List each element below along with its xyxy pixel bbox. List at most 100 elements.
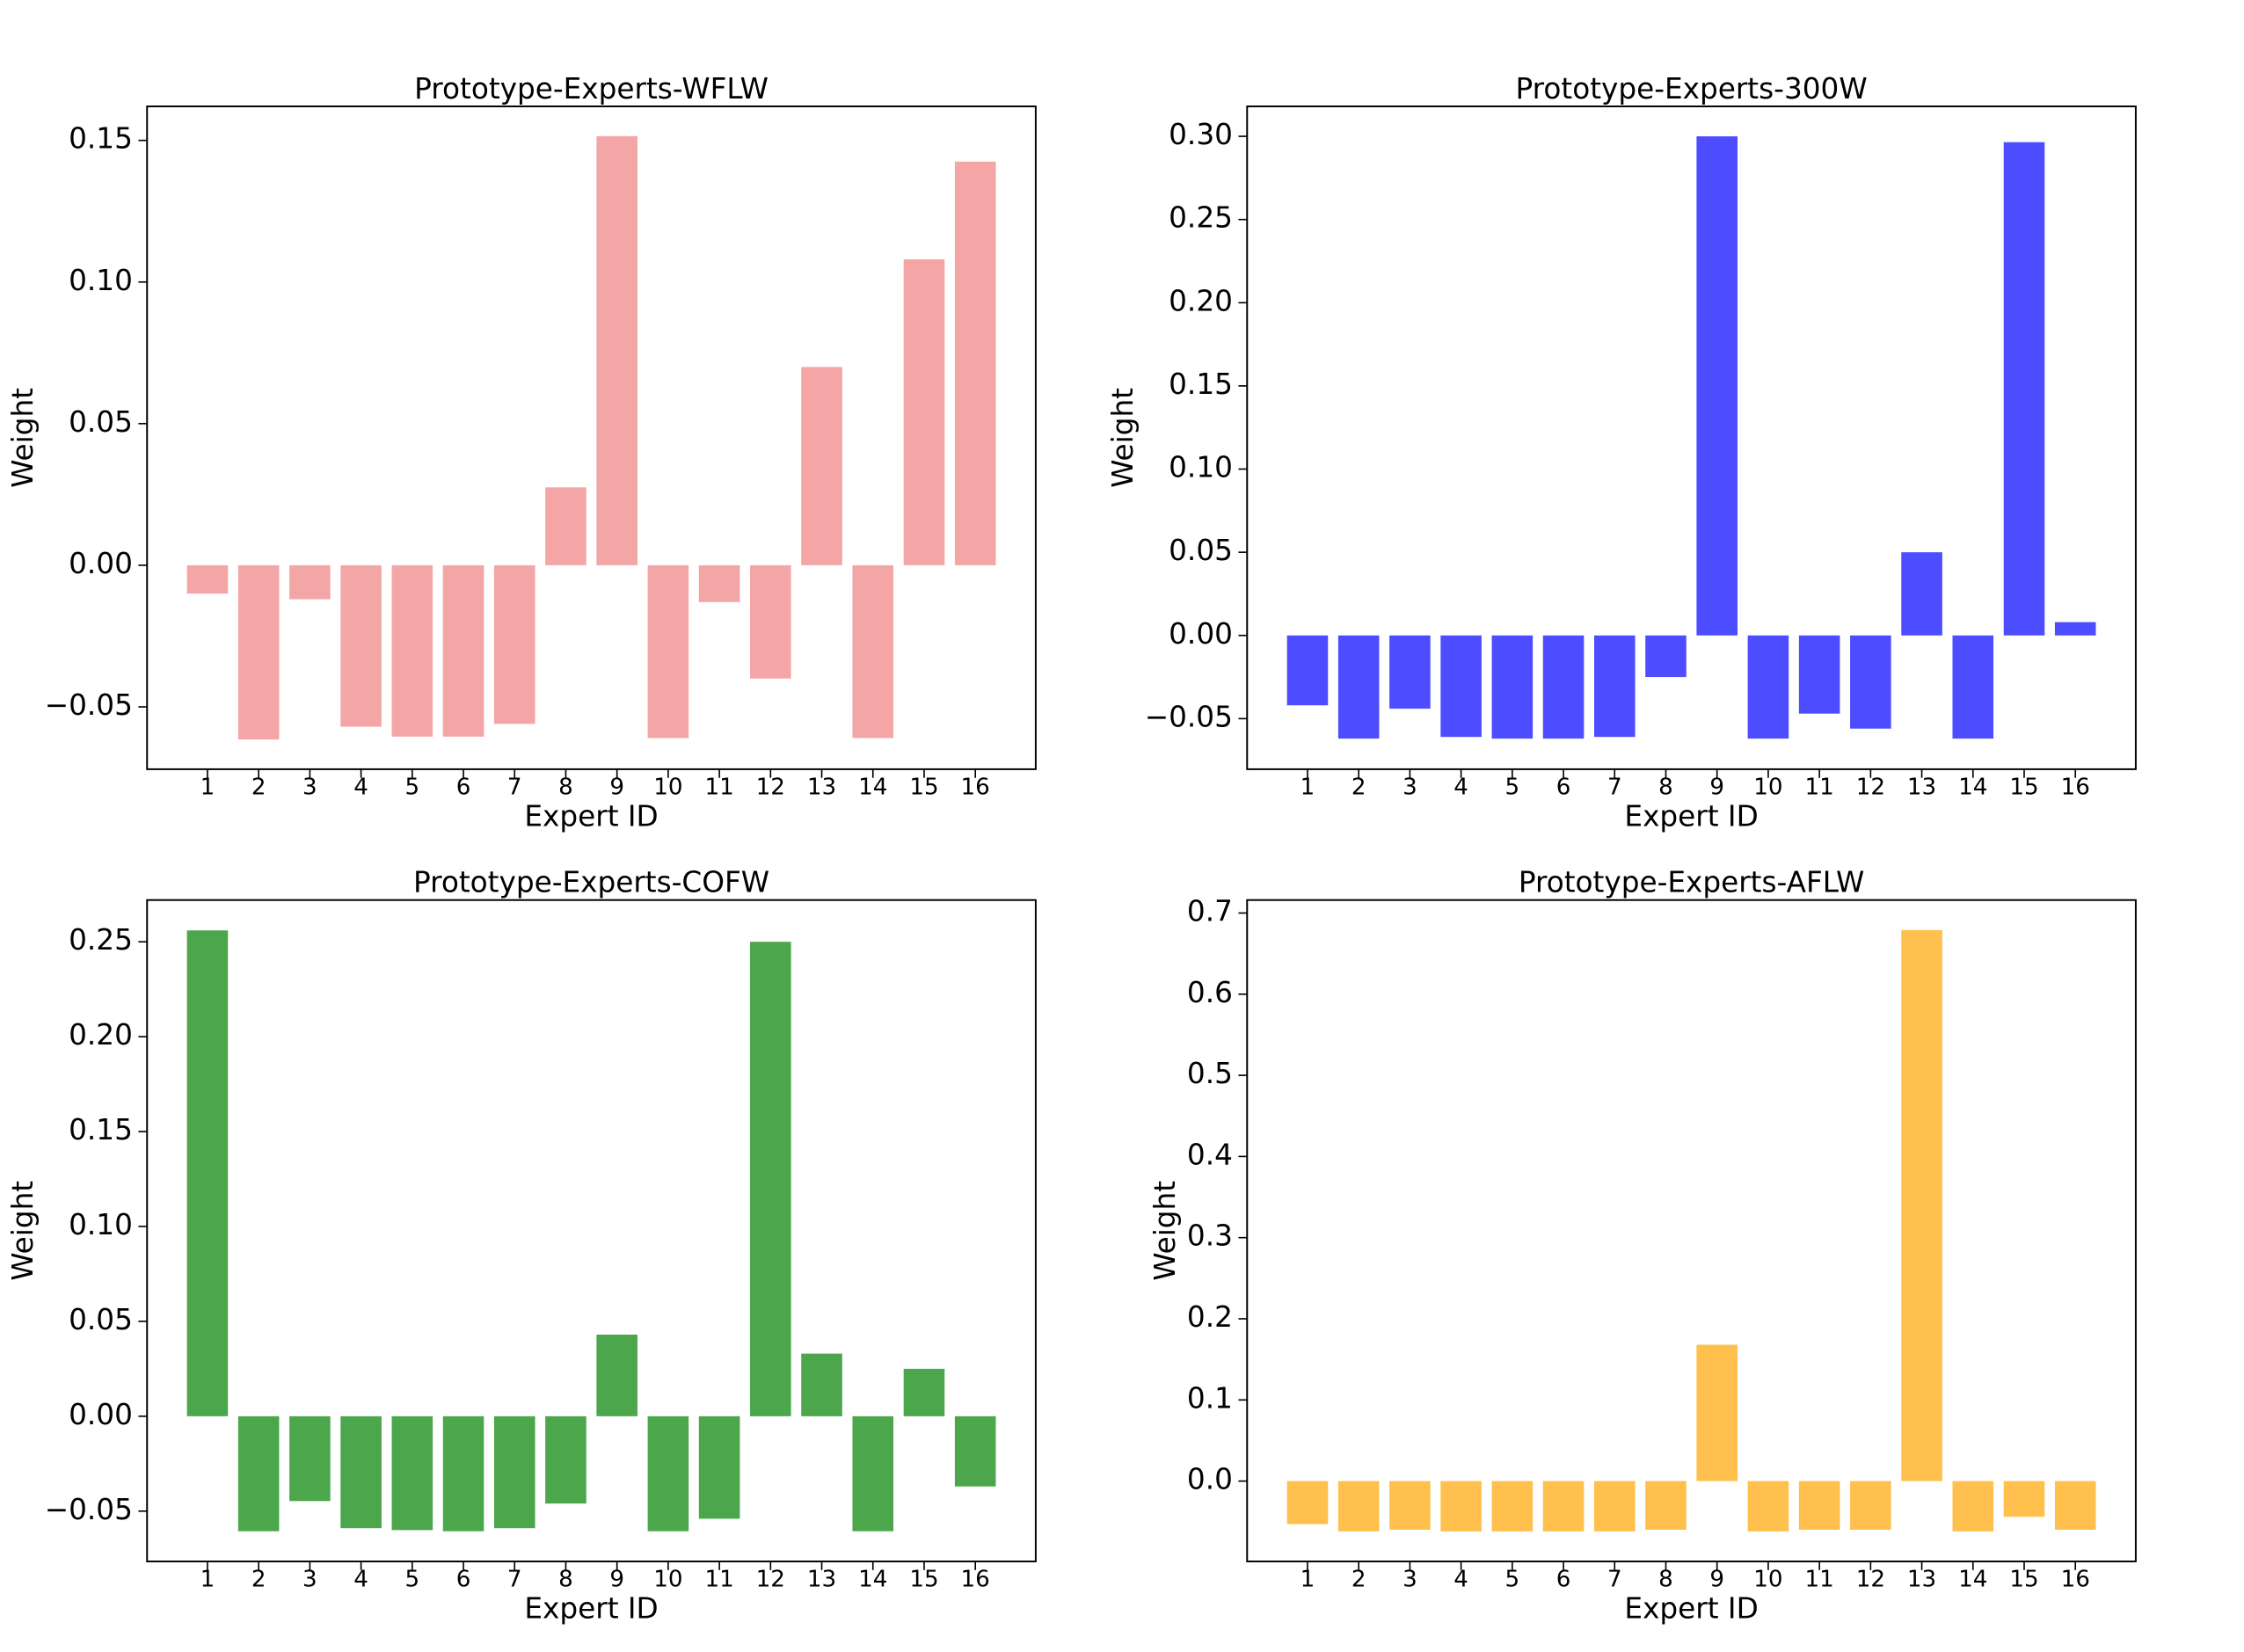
bar <box>493 564 536 724</box>
x-tick-label: 9 <box>1709 775 1724 801</box>
x-tick-label: 9 <box>609 775 624 801</box>
bar <box>237 564 280 740</box>
x-tick-label: 12 <box>1856 1567 1885 1593</box>
y-tick-label: 0.1 <box>1187 1381 1233 1415</box>
x-tick-label: 15 <box>909 775 938 801</box>
bar <box>1542 1481 1585 1532</box>
bar <box>1696 1344 1738 1481</box>
x-tick-label: 10 <box>653 1567 682 1593</box>
x-tick-label: 4 <box>1454 775 1468 801</box>
subplot: −0.050.000.050.100.150.200.250.301 2 3 4 5 6 7… <box>1106 72 2137 833</box>
x-tick-label: 5 <box>404 775 419 801</box>
bar <box>289 564 331 600</box>
bar <box>1593 635 1636 738</box>
bar <box>954 161 996 565</box>
x-tick-label: 4 <box>353 775 368 801</box>
y-tick-label: 0.20 <box>1169 284 1233 317</box>
bar <box>647 564 689 739</box>
y-tick-label: 0.3 <box>1187 1219 1233 1253</box>
bar <box>1901 929 1942 1481</box>
x-tick-label: 13 <box>807 775 836 801</box>
y-tick-label: 0.10 <box>69 264 133 297</box>
axes-frame <box>1246 106 2137 770</box>
y-axis-label: Weight <box>6 1181 40 1281</box>
x-tick-label: 9 <box>609 1567 624 1593</box>
x-axis-label: Expert ID <box>524 1592 658 1626</box>
bar <box>186 930 229 1416</box>
x-tick-label: 15 <box>2009 1567 2038 1593</box>
bar <box>852 1415 894 1532</box>
bar <box>1593 1481 1636 1532</box>
x-tick-label: 13 <box>1907 1567 1936 1593</box>
x-tick-label: 2 <box>251 1567 266 1593</box>
x-tick-label: 15 <box>909 1567 938 1593</box>
bar <box>545 1415 586 1504</box>
y-tick-label: 0.15 <box>69 122 133 156</box>
bar <box>1645 1481 1687 1530</box>
x-tick-label: 14 <box>1958 775 1987 801</box>
bar <box>750 942 791 1416</box>
bar <box>1798 635 1840 714</box>
y-tick-label: −0.05 <box>45 1493 133 1526</box>
x-tick-label: 1 <box>1300 775 1315 801</box>
bar <box>1491 1481 1534 1532</box>
chart-title: Prototype-Experts-WFLW <box>414 72 769 106</box>
y-tick-label: 0.00 <box>1169 617 1233 651</box>
bar <box>1286 635 1329 706</box>
x-tick-label: 2 <box>1352 775 1366 801</box>
x-tick-label: 9 <box>1709 1567 1724 1593</box>
x-tick-label: 14 <box>1958 1567 1987 1593</box>
bar <box>647 1415 689 1532</box>
bar <box>2054 1481 2096 1530</box>
bar <box>186 564 229 594</box>
subplot: −0.050.000.050.100.150.200.251 2 3 4 5 6 7 8 9 10… <box>6 866 1037 1626</box>
bar <box>1696 136 1738 636</box>
x-tick-label: 6 <box>456 1567 471 1593</box>
y-tick-label: 0.10 <box>1169 451 1233 484</box>
bar <box>1440 1481 1482 1532</box>
bar <box>852 564 894 739</box>
x-tick-label: 5 <box>404 1567 419 1593</box>
y-tick-label: 0.15 <box>1169 368 1233 401</box>
bar <box>1747 1481 1789 1532</box>
bar <box>2003 1481 2045 1517</box>
x-tick-label: 14 <box>858 1567 887 1593</box>
x-tick-label: 10 <box>653 775 682 801</box>
bar <box>903 258 945 565</box>
bar <box>442 564 484 737</box>
bar <box>391 564 434 737</box>
bar <box>1952 1481 1994 1532</box>
bar <box>1389 635 1431 710</box>
x-tick-label: 12 <box>756 1567 785 1593</box>
bar <box>1440 635 1482 738</box>
x-tick-label: 11 <box>704 775 733 801</box>
x-tick-label: 8 <box>1658 775 1673 801</box>
x-tick-label: 7 <box>1607 1567 1622 1593</box>
bar <box>1542 635 1585 739</box>
axes-frame <box>146 106 1037 770</box>
x-tick-label: 8 <box>1658 1567 1673 1593</box>
y-tick-label: 0.05 <box>69 1303 133 1336</box>
y-tick-label: 0.15 <box>69 1113 133 1146</box>
bar <box>698 1415 740 1519</box>
x-tick-label: 6 <box>1556 775 1571 801</box>
y-tick-label: 0.20 <box>69 1018 133 1052</box>
x-tick-label: 14 <box>858 775 887 801</box>
chart-title: Prototype-Experts-COFW <box>413 866 769 899</box>
bar <box>289 1415 331 1502</box>
x-tick-label: 16 <box>2061 1567 2090 1593</box>
bar <box>1850 1481 1891 1530</box>
y-tick-label: 0.0 <box>1187 1463 1233 1496</box>
bar <box>1286 1481 1329 1525</box>
bar <box>1798 1481 1840 1530</box>
x-tick-label: 16 <box>961 1567 990 1593</box>
x-axis-label: Expert ID <box>1624 800 1758 833</box>
x-tick-label: 4 <box>353 1567 368 1593</box>
x-tick-label: 13 <box>807 1567 836 1593</box>
bar <box>340 564 382 727</box>
x-tick-label: 2 <box>1352 1567 1366 1593</box>
x-tick-label: 2 <box>251 775 266 801</box>
x-tick-label: 6 <box>456 775 471 801</box>
x-tick-label: 10 <box>1753 1567 1782 1593</box>
x-tick-label: 1 <box>1300 1567 1315 1593</box>
